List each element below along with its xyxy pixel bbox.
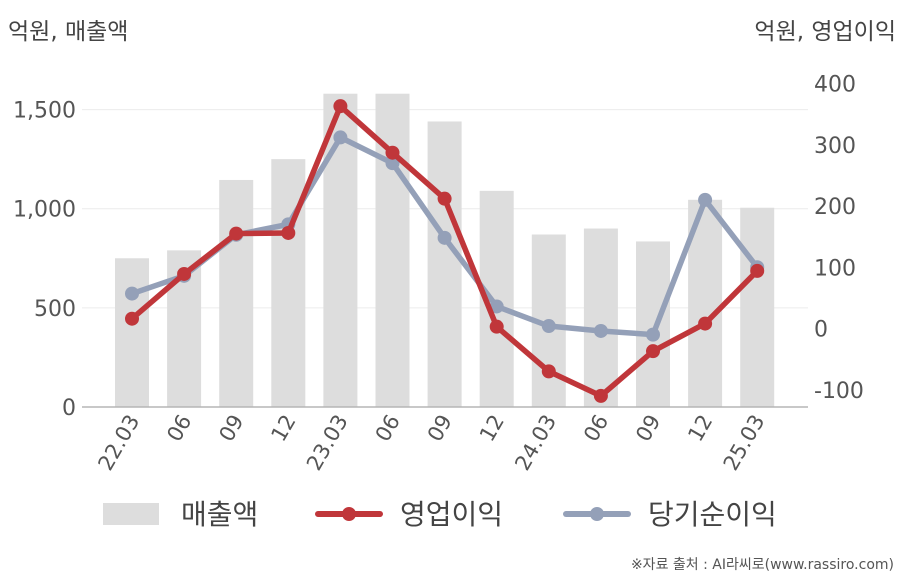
right-tick-label: 0 xyxy=(814,318,828,343)
point-영업이익 xyxy=(281,225,296,240)
legend-marker-영업이익 xyxy=(342,507,356,521)
point-당기순이익 xyxy=(125,286,139,301)
point-당기순이익 xyxy=(541,319,556,334)
bar-매출액 xyxy=(115,258,149,407)
left-tick-label: 0 xyxy=(62,396,76,421)
point-영업이익 xyxy=(750,263,765,278)
x-tick-label: 24.03 xyxy=(510,411,561,475)
source-credit: ※자료 출처 : AI라씨로(www.rassiro.com) xyxy=(630,557,894,573)
x-tick-label: 12 xyxy=(683,411,717,446)
x-tick-label: 09 xyxy=(214,411,248,446)
bar-매출액 xyxy=(219,179,254,407)
legend-swatch-매출액 xyxy=(103,503,159,525)
point-영업이익 xyxy=(177,266,192,281)
point-영업이익 xyxy=(333,99,348,114)
point-영업이익 xyxy=(229,226,244,241)
point-당기순이익 xyxy=(698,192,713,207)
x-tick-label: 12 xyxy=(266,411,300,446)
right-tick-label: 400 xyxy=(814,73,856,98)
legend-label-매출액: 매출액 xyxy=(181,498,258,531)
bar-매출액 xyxy=(427,121,462,408)
point-당기순이익 xyxy=(646,327,660,342)
legend-label-영업이익: 영업이익 xyxy=(400,498,503,531)
x-tick-label: 25.03 xyxy=(719,411,770,475)
x-tick-label: 09 xyxy=(423,411,457,446)
x-tick-label: 06 xyxy=(371,411,405,446)
x-tick-label: 23.03 xyxy=(302,411,353,475)
left-tick-label: 1,000 xyxy=(13,198,76,223)
right-tick-label: 200 xyxy=(814,195,856,220)
point-당기순이익 xyxy=(333,130,348,145)
point-영업이익 xyxy=(437,191,452,206)
point-당기순이익 xyxy=(593,323,608,338)
x-tick-label: 22.03 xyxy=(93,411,144,475)
point-영업이익 xyxy=(698,316,713,331)
legend-label-당기순이익: 당기순이익 xyxy=(648,498,777,531)
x-tick-label: 09 xyxy=(631,411,665,446)
bar-매출액 xyxy=(636,241,670,407)
point-영업이익 xyxy=(385,145,400,160)
x-tick-label: 06 xyxy=(162,411,196,446)
right-tick-label: -100 xyxy=(814,379,864,404)
right-tick-label: 300 xyxy=(814,134,856,159)
left-axis-unit: 억원, 매출액 xyxy=(8,19,129,45)
point-영업이익 xyxy=(125,311,139,326)
point-영업이익 xyxy=(646,344,660,359)
x-tick-label: 06 xyxy=(579,411,613,446)
left-tick-label: 1,500 xyxy=(13,99,76,124)
bar-매출액 xyxy=(271,159,306,407)
point-당기순이익 xyxy=(489,299,504,314)
legend-marker-당기순이익 xyxy=(590,507,604,521)
right-axis-unit: 억원, 영업이익 xyxy=(754,19,896,45)
left-tick-label: 500 xyxy=(34,297,76,322)
bar-매출액 xyxy=(583,228,618,407)
point-당기순이익 xyxy=(437,230,452,245)
point-당기순이익 xyxy=(385,156,400,171)
point-영업이익 xyxy=(489,319,504,334)
x-tick-label: 12 xyxy=(475,411,509,446)
point-영업이익 xyxy=(593,388,608,403)
point-영업이익 xyxy=(541,364,556,379)
bar-매출액 xyxy=(740,207,775,407)
right-tick-label: 100 xyxy=(814,256,856,281)
